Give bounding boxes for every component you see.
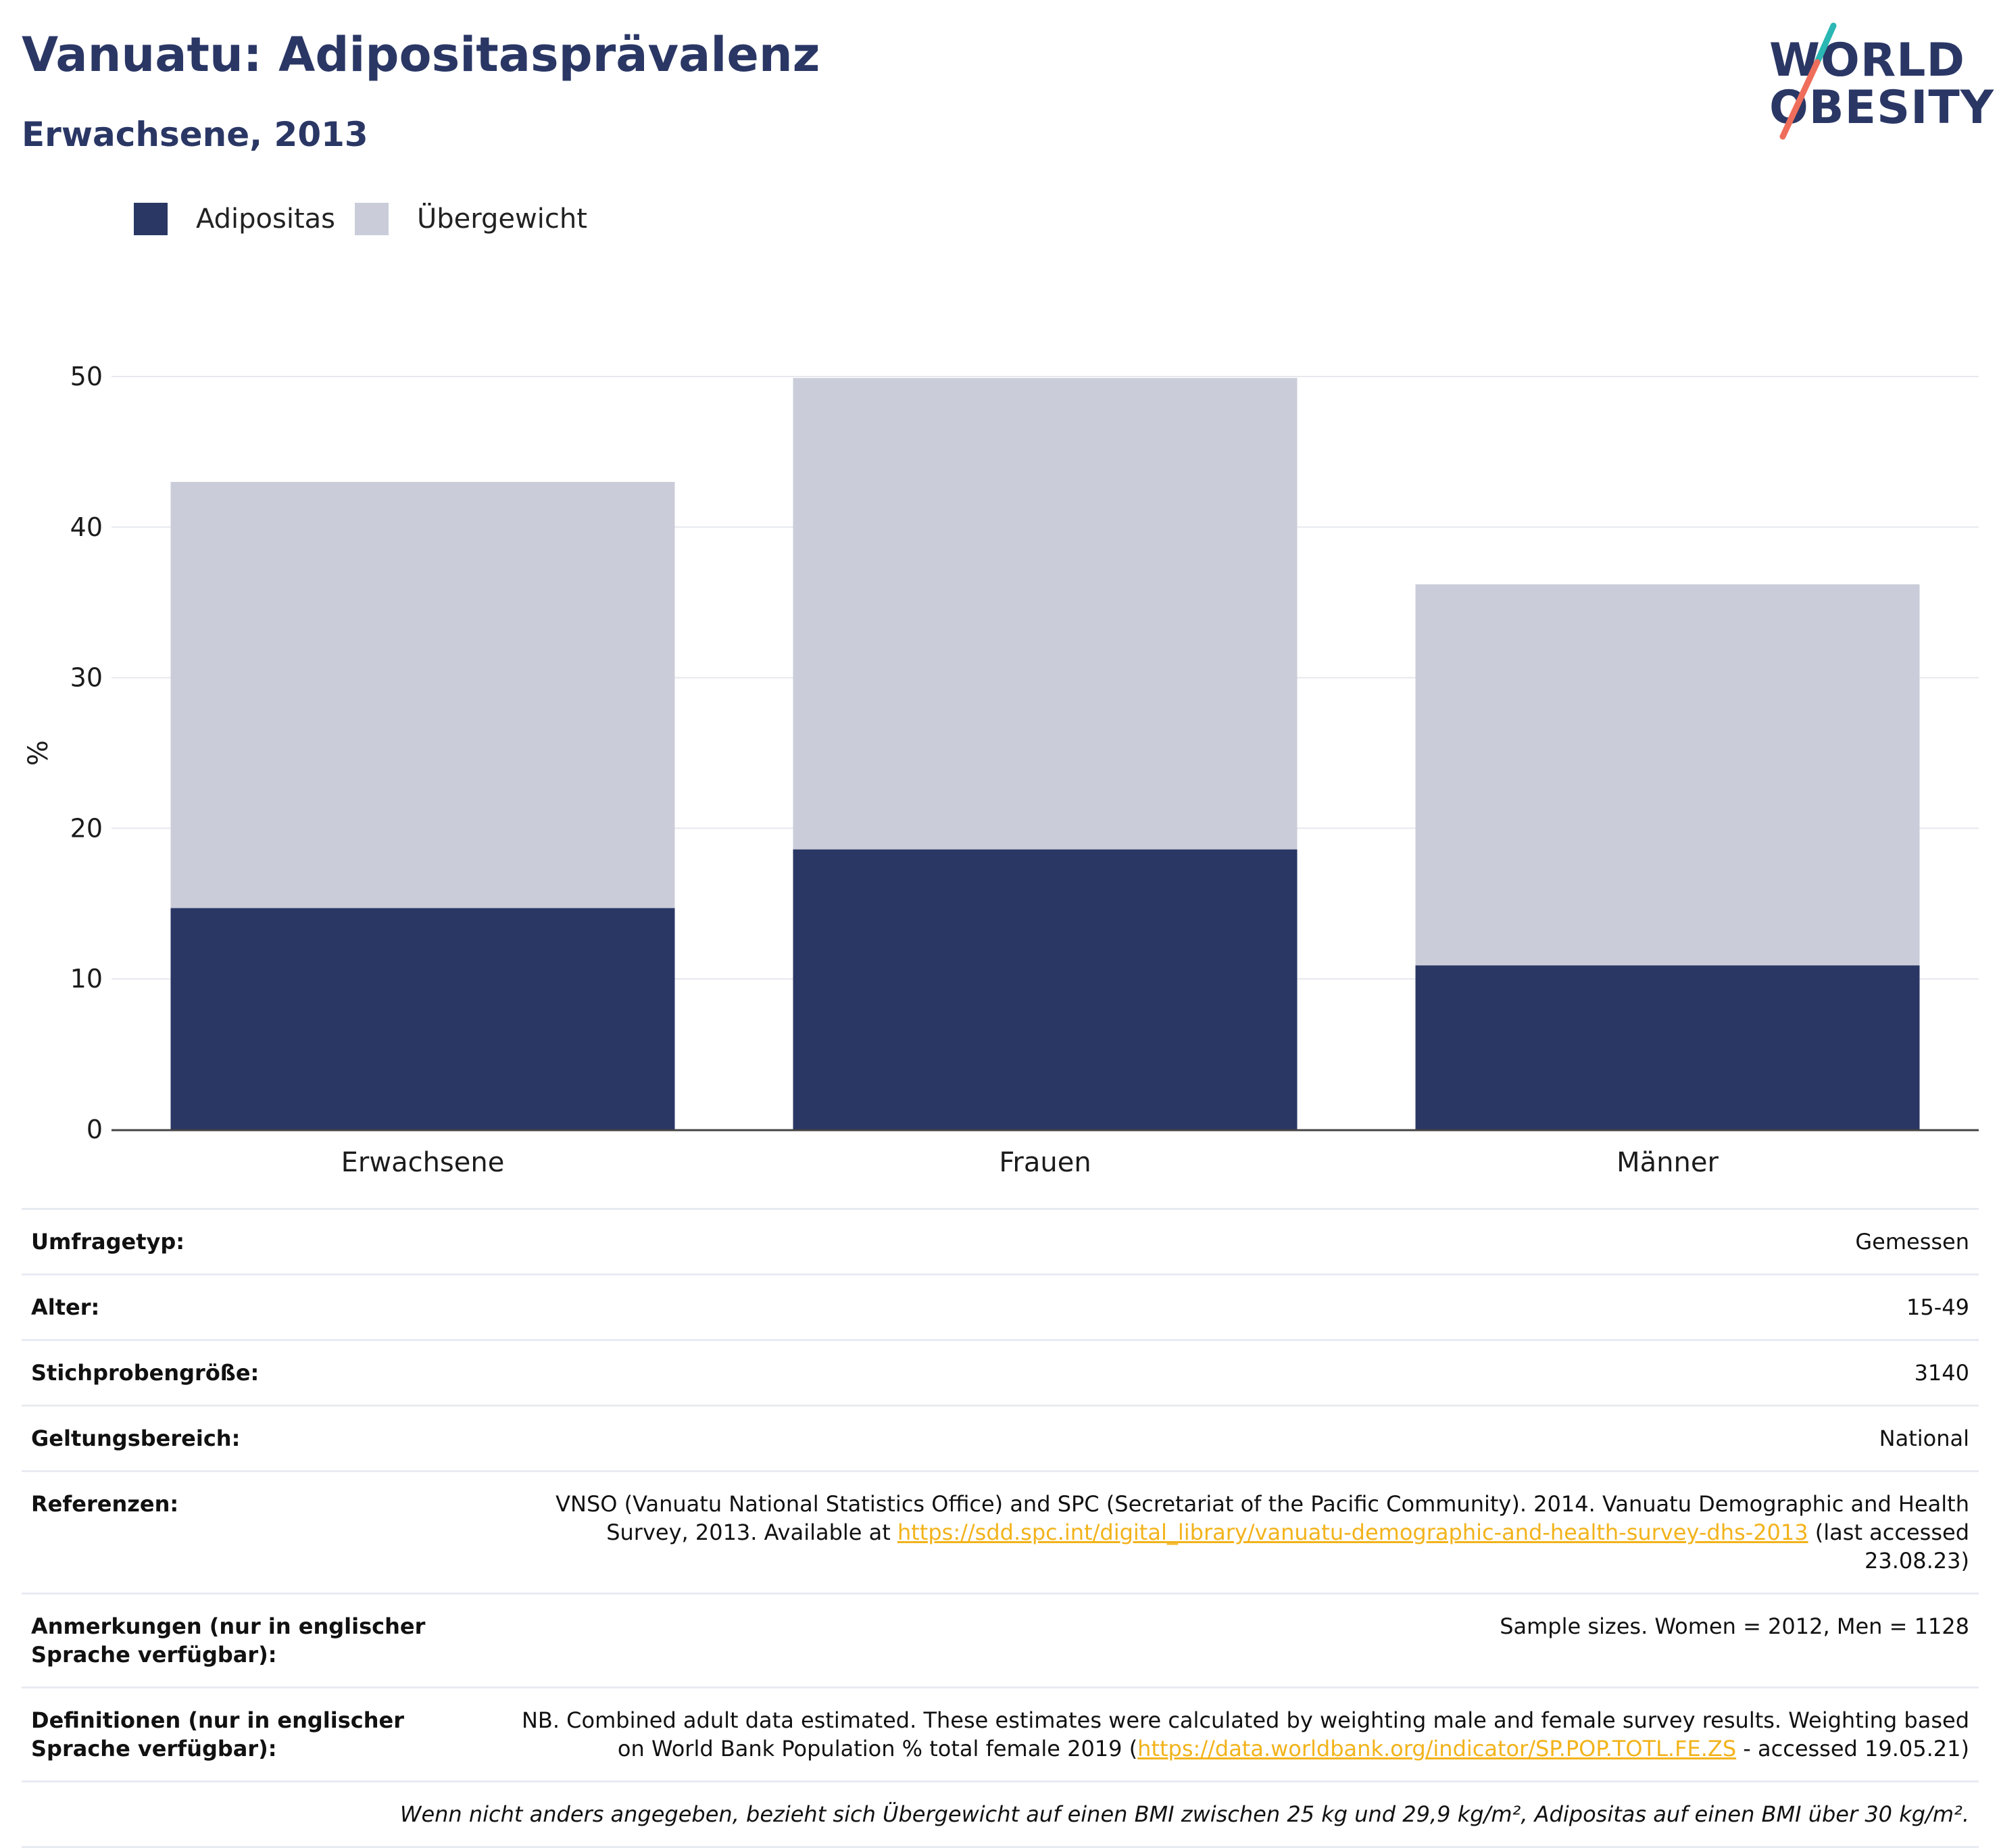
definition-text-end: - accessed 19.05.21) [1736,1736,1969,1761]
info-label: Alter: [31,1294,100,1320]
bar-adipositas-2 [1415,965,1920,1129]
info-row-notes: Anmerkungen (nur in englischer Sprache v… [22,1593,1979,1688]
stacked-bar-chart: 0 10 20 30 40 50 Erwachsene Frauen Männer % [23,362,1979,1176]
info-value: VNSO (Vanuatu National Statistics Office… [507,1472,1979,1594]
logo-text-obesity: OBESITY [1769,81,1994,135]
info-label: Definitionen (nur in englischer Sprache … [31,1707,404,1761]
info-value: 15-49 [1906,1294,1969,1320]
y-tick-label: 20 [70,813,103,843]
info-row-scope: Geltungsbereich: National [22,1405,1979,1472]
chart-subtitle: Erwachsene, 2013 [22,115,368,154]
bar-uebergewicht-1 [793,378,1298,850]
y-tick-label: 30 [70,663,103,693]
info-row-footnote: Wenn nicht anders angegeben, bezieht sic… [22,1781,1979,1847]
bar-adipositas-0 [170,908,675,1129]
y-tick-label: 40 [70,512,103,542]
info-row-sample-size: Stichprobengröße: 3140 [22,1340,1979,1406]
info-value: NB. Combined adult data estimated. These… [507,1688,1979,1782]
x-tick-label: Erwachsene [341,1147,505,1176]
bar-uebergewicht-0 [170,481,675,908]
survey-info-table: Umfragetyp: Gemessen Alter: 15-49 Stichp… [22,1208,1979,1848]
info-value: Sample sizes. Women = 2012, Men = 1128 [1500,1613,1969,1639]
y-axis-ticks: 0 10 20 30 40 50 [70,362,103,1144]
y-tick-label: 10 [70,964,103,994]
y-axis-label: % [23,740,54,766]
bar-adipositas-1 [793,849,1298,1129]
legend-swatch-uebergewicht [355,203,389,235]
definition-text: NB. Combined adult data estimated. These… [521,1707,1969,1761]
info-label: Geltungsbereich: [31,1426,241,1451]
info-value: Gemessen [1855,1229,1969,1255]
info-row-references: Referenzen: VNSO (Vanuatu National Stati… [22,1471,1979,1594]
info-label: Stichprobengröße: [31,1360,260,1386]
legend-label-adipositas: Adipositas [196,203,336,235]
x-tick-label: Männer [1617,1147,1719,1176]
world-obesity-logo: WORLD OBESITY [1764,20,1994,142]
definition-link[interactable]: https://data.worldbank.org/indicator/SP.… [1137,1736,1737,1761]
footnote: Wenn nicht anders angegeben, bezieht sic… [399,1801,1969,1827]
info-label: Anmerkungen (nur in englischer Sprache v… [31,1613,426,1668]
y-tick-label: 0 [87,1115,103,1144]
x-tick-label: Frauen [999,1147,1091,1176]
info-row-age: Alter: 15-49 [22,1274,1979,1340]
info-value: 3140 [1914,1360,1969,1386]
info-label: Umfragetyp: [31,1229,185,1255]
legend-swatch-adipositas [134,203,168,235]
info-value: National [1879,1426,1969,1451]
info-row-definitions: Definitionen (nur in englischer Sprache … [22,1687,1979,1782]
logo-slash-icon [1779,22,1837,140]
y-tick-label: 50 [70,362,103,391]
logo-text-world: WORLD [1769,34,1965,87]
reference-link[interactable]: https://sdd.spc.int/digital_library/vanu… [897,1519,1808,1545]
bars [170,378,1920,1129]
legend-label-uebergewicht: Übergewicht [417,203,587,235]
info-label: Referenzen: [31,1491,179,1517]
reference-text-end: (last accessed 23.08.23) [1808,1519,1969,1574]
info-row-survey-type: Umfragetyp: Gemessen [22,1209,1979,1275]
reference-text: VNSO (Vanuatu National Statistics Office… [556,1491,1969,1545]
bar-uebergewicht-2 [1415,584,1920,966]
x-axis-labels: Erwachsene Frauen Männer [341,1147,1719,1176]
chart-title: Vanuatu: Adipositasprävalenz [22,27,820,82]
